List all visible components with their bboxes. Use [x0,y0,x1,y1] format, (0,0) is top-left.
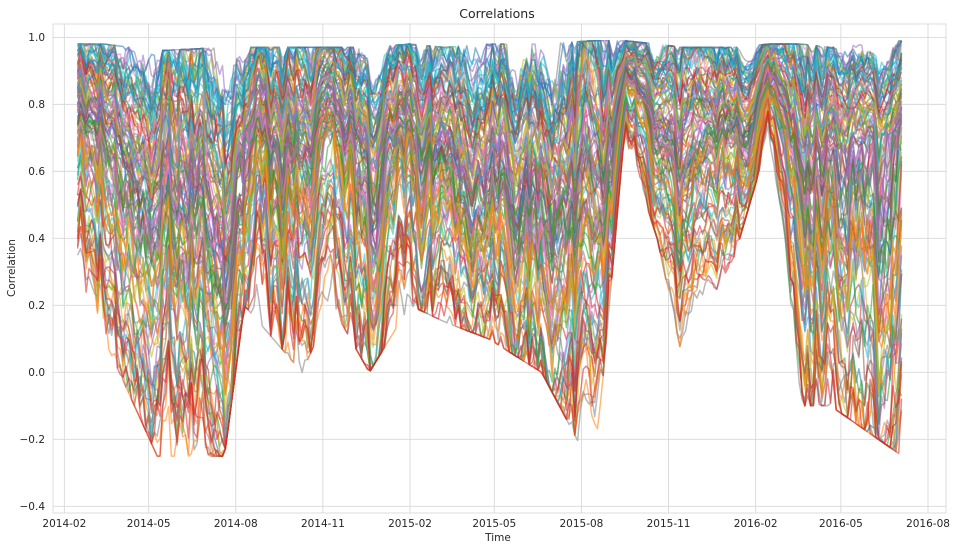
series-line [77,40,903,128]
y-axis-label: Correlation [6,239,18,297]
y-tick-label: 0.0 [28,367,45,379]
chart-title: Correlations [459,6,534,21]
series-line [77,39,902,143]
y-tick-label: 0.6 [28,166,45,178]
series-line [76,110,903,457]
y-tick-label: 1.0 [28,32,45,44]
series-line [76,47,903,219]
y-tick-labels: −0.4 −0.2 0.0 0.2 0.4 0.6 0.8 1.0 [20,32,46,513]
x-tick-label: 2015-08 [559,518,603,530]
x-tick-label: 2014-05 [127,518,171,530]
x-tick-label: 2015-05 [472,518,516,530]
x-tick-label: 2016-08 [906,518,950,530]
series-lines [76,39,903,457]
x-tick-label: 2016-02 [734,518,778,530]
y-tick-label: 0.2 [28,300,45,312]
series-line [76,56,903,214]
x-tick-label: 2014-11 [301,518,345,530]
series-line [76,80,903,396]
x-tick-label: 2016-05 [819,518,863,530]
x-tick-label: 2015-02 [388,518,432,530]
y-tick-label: −0.2 [20,434,46,446]
x-axis-label: Time [484,532,511,544]
x-tick-labels: 2014-02 2014-05 2014-08 2014-11 2015-02 2015-… [42,518,950,530]
x-tick-label: 2014-02 [42,518,86,530]
y-tick-label: −0.4 [20,501,46,513]
series-line [77,79,903,327]
x-tick-label: 2015-11 [647,518,691,530]
series-line [76,69,903,315]
y-tick-label: 0.8 [28,99,45,111]
y-tick-label: 0.4 [28,233,45,245]
x-tick-label: 2014-08 [214,518,258,530]
series-line [77,56,902,232]
series-line [76,48,903,243]
